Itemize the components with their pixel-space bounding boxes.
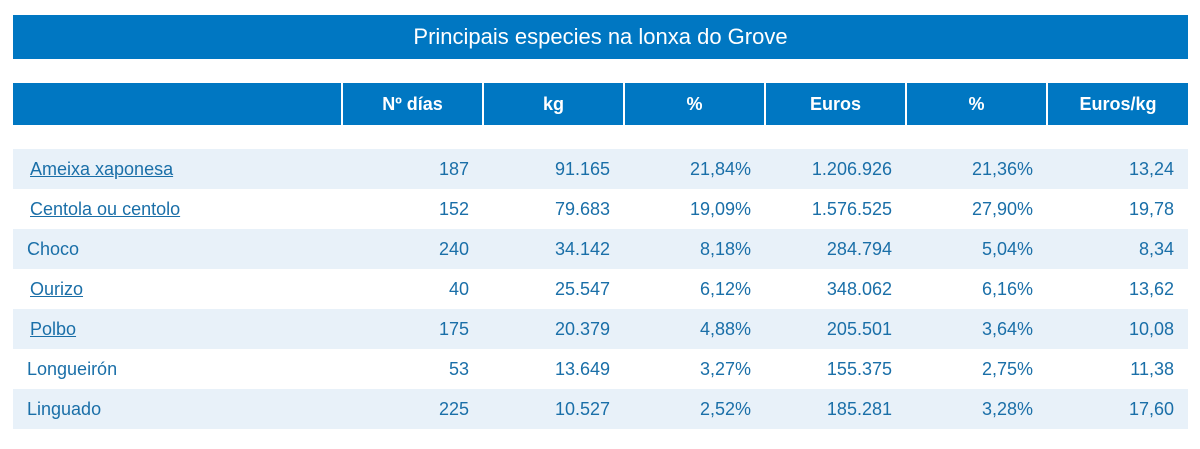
euros-cell: 155.375 — [765, 349, 906, 389]
pct-kg-cell: 8,18% — [624, 229, 765, 269]
header-euros: Euros — [764, 83, 906, 125]
species-link-polbo[interactable]: Polbo — [30, 318, 77, 339]
pct-euros-cell: 5,04% — [906, 229, 1047, 269]
euros-kg-cell: 17,60 — [1047, 389, 1188, 429]
species-name-choco: Choco — [27, 238, 80, 259]
header-dias: Nº días — [341, 83, 483, 125]
spacer-row — [13, 125, 1188, 149]
species-cell: Centola ou centolo — [13, 189, 342, 229]
euros-kg-cell: 19,78 — [1047, 189, 1188, 229]
pct-kg-cell: 6,12% — [624, 269, 765, 309]
kg-cell: 25.547 — [483, 269, 624, 309]
table-title: Principais especies na lonxa do Grove — [13, 15, 1188, 59]
table-row: Ourizo 40 25.547 6,12% 348.062 6,16% 13,… — [13, 269, 1188, 309]
euros-kg-cell: 13,24 — [1047, 149, 1188, 189]
species-cell: Ourizo — [13, 269, 342, 309]
header-euros-kg: Euros/kg — [1046, 83, 1188, 125]
species-link-centola[interactable]: Centola ou centolo — [30, 198, 181, 219]
euros-kg-cell: 10,08 — [1047, 309, 1188, 349]
table-row: Ameixa xaponesa 187 91.165 21,84% 1.206.… — [13, 149, 1188, 189]
kg-cell: 79.683 — [483, 189, 624, 229]
header-pct-kg: % — [623, 83, 765, 125]
euros-cell: 284.794 — [765, 229, 906, 269]
table-row: Longueirón 53 13.649 3,27% 155.375 2,75%… — [13, 349, 1188, 389]
dias-cell: 187 — [342, 149, 483, 189]
euros-kg-cell: 11,38 — [1047, 349, 1188, 389]
pct-euros-cell: 3,64% — [906, 309, 1047, 349]
table-row: Linguado 225 10.527 2,52% 185.281 3,28% … — [13, 389, 1188, 429]
pct-kg-cell: 21,84% — [624, 149, 765, 189]
pct-euros-cell: 21,36% — [906, 149, 1047, 189]
dias-cell: 152 — [342, 189, 483, 229]
species-name-longueiron: Longueirón — [27, 358, 118, 379]
dias-cell: 225 — [342, 389, 483, 429]
kg-cell: 13.649 — [483, 349, 624, 389]
species-cell: Choco — [13, 229, 342, 269]
kg-cell: 34.142 — [483, 229, 624, 269]
pct-kg-cell: 3,27% — [624, 349, 765, 389]
table-row: Choco 240 34.142 8,18% 284.794 5,04% 8,3… — [13, 229, 1188, 269]
pct-kg-cell: 2,52% — [624, 389, 765, 429]
euros-cell: 1.576.525 — [765, 189, 906, 229]
pct-kg-cell: 4,88% — [624, 309, 765, 349]
pct-euros-cell: 27,90% — [906, 189, 1047, 229]
kg-cell: 91.165 — [483, 149, 624, 189]
euros-cell: 185.281 — [765, 389, 906, 429]
species-cell: Linguado — [13, 389, 342, 429]
table-row: Polbo 175 20.379 4,88% 205.501 3,64% 10,… — [13, 309, 1188, 349]
dias-cell: 53 — [342, 349, 483, 389]
dias-cell: 40 — [342, 269, 483, 309]
header-kg: kg — [482, 83, 624, 125]
kg-cell: 20.379 — [483, 309, 624, 349]
euros-kg-cell: 13,62 — [1047, 269, 1188, 309]
euros-cell: 348.062 — [765, 269, 906, 309]
euros-cell: 205.501 — [765, 309, 906, 349]
kg-cell: 10.527 — [483, 389, 624, 429]
euros-cell: 1.206.926 — [765, 149, 906, 189]
pct-euros-cell: 6,16% — [906, 269, 1047, 309]
species-cell: Polbo — [13, 309, 342, 349]
pct-euros-cell: 2,75% — [906, 349, 1047, 389]
header-row: Nº días kg % Euros % Euros/kg — [13, 83, 1188, 125]
species-link-ourizo[interactable]: Ourizo — [30, 278, 84, 299]
species-table: Nº días kg % Euros % Euros/kg Ameixa xap… — [13, 83, 1188, 429]
species-cell: Longueirón — [13, 349, 342, 389]
species-link-ameixa-xaponesa[interactable]: Ameixa xaponesa — [30, 158, 174, 179]
table-row: Centola ou centolo 152 79.683 19,09% 1.5… — [13, 189, 1188, 229]
species-cell: Ameixa xaponesa — [13, 149, 342, 189]
dias-cell: 240 — [342, 229, 483, 269]
euros-kg-cell: 8,34 — [1047, 229, 1188, 269]
header-pct-euros: % — [905, 83, 1047, 125]
pct-euros-cell: 3,28% — [906, 389, 1047, 429]
dias-cell: 175 — [342, 309, 483, 349]
pct-kg-cell: 19,09% — [624, 189, 765, 229]
species-name-linguado: Linguado — [27, 398, 102, 419]
header-species — [13, 83, 342, 125]
